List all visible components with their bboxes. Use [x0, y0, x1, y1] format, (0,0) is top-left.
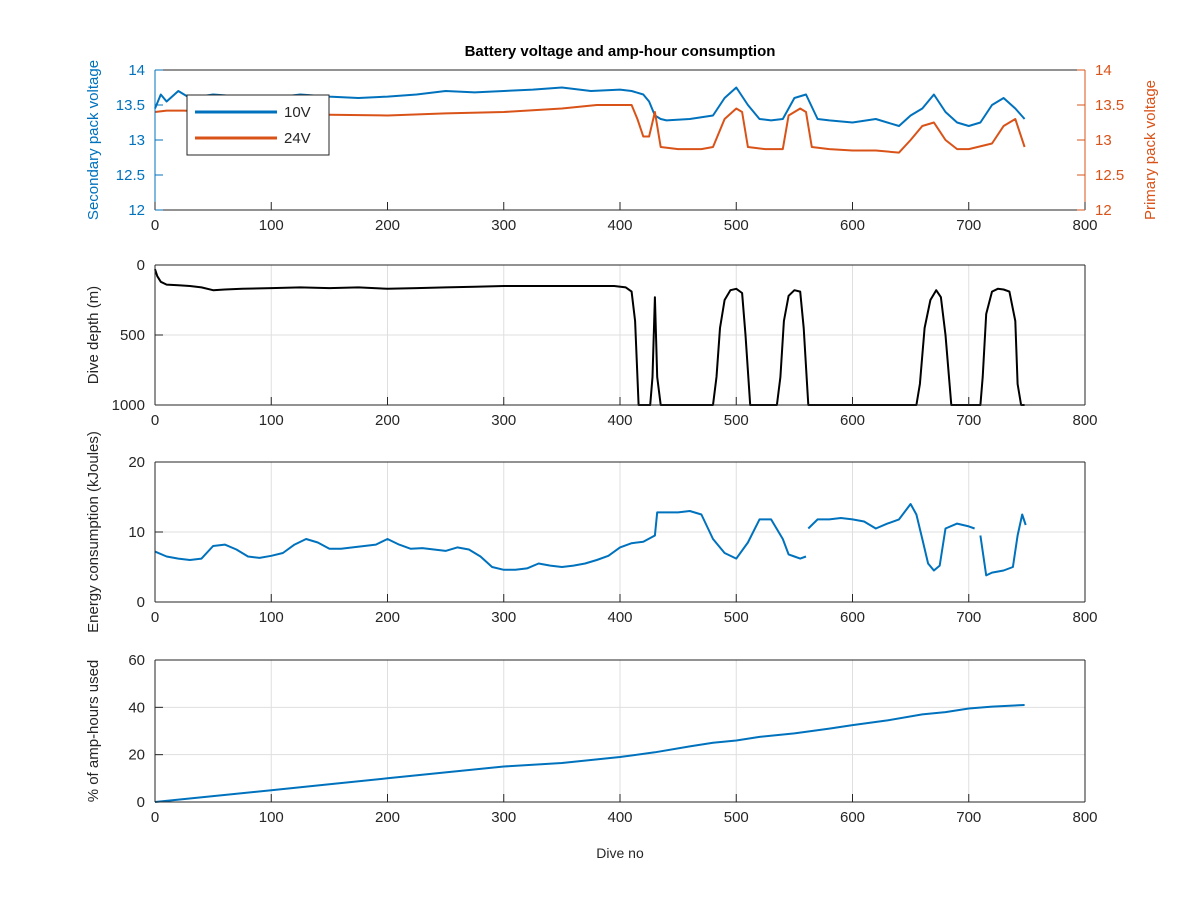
x-tick-label: 200	[375, 217, 400, 234]
series-line-3	[979, 513, 1027, 577]
series-line-24v	[154, 104, 1026, 154]
x-tick-label: 100	[259, 609, 284, 626]
series-line-1	[154, 510, 807, 571]
x-tick-label: 800	[1072, 809, 1097, 826]
y-tick-label: 0	[137, 257, 145, 274]
x-tick-label: 600	[840, 609, 865, 626]
legend-label-24v: 24V	[284, 130, 311, 147]
x-tick-label: 400	[607, 217, 632, 234]
right-y-tick-label: 13.5	[1095, 97, 1124, 114]
y-tick-label: 13	[128, 132, 145, 149]
right-y-tick-label: 12	[1095, 202, 1112, 219]
x-tick-label: 400	[607, 609, 632, 626]
right-y-tick-label: 14	[1095, 62, 1112, 79]
x-tick-label: 600	[840, 412, 865, 429]
x-axis-title: Dive no	[596, 845, 644, 861]
legend: 10V 24V	[186, 94, 330, 156]
legend-box	[186, 94, 330, 156]
y-tick-label: 20	[128, 454, 145, 471]
x-tick-label: 200	[375, 809, 400, 826]
x-tick-label: 100	[259, 217, 284, 234]
legend-label-10v: 10V	[284, 104, 311, 121]
x-tick-label: 300	[491, 412, 516, 429]
y-tick-label: 0	[137, 794, 145, 811]
x-tick-label: 0	[151, 412, 159, 429]
x-tick-label: 500	[724, 217, 749, 234]
energy-panel: 0 100 200 300 400 500 600 700 800 0 10 20 Energy con…	[85, 431, 1098, 633]
y-tick-label: 10	[128, 524, 145, 541]
y-tick-label: 500	[120, 327, 145, 344]
series-line-1	[154, 268, 1025, 406]
x-tick-label: 0	[151, 217, 159, 234]
x-tick-label: 600	[840, 809, 865, 826]
series-line-1	[154, 704, 1025, 803]
x-tick-label: 600	[840, 217, 865, 234]
x-tick-label: 200	[375, 609, 400, 626]
x-tick-label: 800	[1072, 609, 1097, 626]
x-tick-label: 800	[1072, 217, 1097, 234]
amp-hours-panel: 0 100 200 300 400 500 600 700 800 0 20 40 60 % of amp…	[85, 652, 1098, 826]
x-tick-label: 400	[607, 412, 632, 429]
y-axis-title: Secondary pack voltage	[85, 60, 102, 220]
x-tick-label: 500	[724, 412, 749, 429]
x-tick-label: 500	[724, 609, 749, 626]
y-tick-label: 12.5	[116, 167, 145, 184]
x-tick-label: 800	[1072, 412, 1097, 429]
series-line-2	[807, 503, 975, 572]
x-tick-label: 300	[491, 609, 516, 626]
x-tick-label: 300	[491, 809, 516, 826]
x-tick-label: 100	[259, 412, 284, 429]
x-tick-label: 0	[151, 809, 159, 826]
y-tick-label: 13.5	[116, 97, 145, 114]
y-tick-label: 14	[128, 62, 145, 79]
y-tick-label: 12	[128, 202, 145, 219]
right-y-axis-title: Primary pack voltage	[1142, 80, 1159, 220]
right-y-tick-label: 12.5	[1095, 167, 1124, 184]
x-tick-label: 400	[607, 809, 632, 826]
x-tick-label: 0	[151, 609, 159, 626]
x-tick-label: 700	[956, 412, 981, 429]
depth-panel: 0 100 200 300 400 500 600 700 800 0 500 1000 Dive de…	[85, 257, 1098, 429]
x-tick-label: 700	[956, 809, 981, 826]
chart-title: Battery voltage and amp-hour consumption	[465, 43, 776, 60]
y-tick-label: 20	[128, 747, 145, 764]
right-y-tick-label: 13	[1095, 132, 1112, 149]
x-tick-label: 700	[956, 217, 981, 234]
y-tick-label: 60	[128, 652, 145, 669]
voltage-panel: 0 100 200 300 400 500 600 700 8001212.51313.5141…	[85, 60, 1159, 234]
y-axis-title: Energy consumption (kJoules)	[85, 431, 102, 633]
y-axis-title: Dive depth (m)	[85, 286, 102, 384]
x-tick-label: 100	[259, 809, 284, 826]
x-tick-label: 700	[956, 609, 981, 626]
x-tick-label: 200	[375, 412, 400, 429]
x-tick-label: 300	[491, 217, 516, 234]
y-axis-title: % of amp-hours used	[85, 660, 102, 803]
y-tick-label: 40	[128, 699, 145, 716]
x-tick-label: 500	[724, 809, 749, 826]
y-tick-label: 1000	[112, 397, 145, 414]
y-tick-label: 0	[137, 594, 145, 611]
